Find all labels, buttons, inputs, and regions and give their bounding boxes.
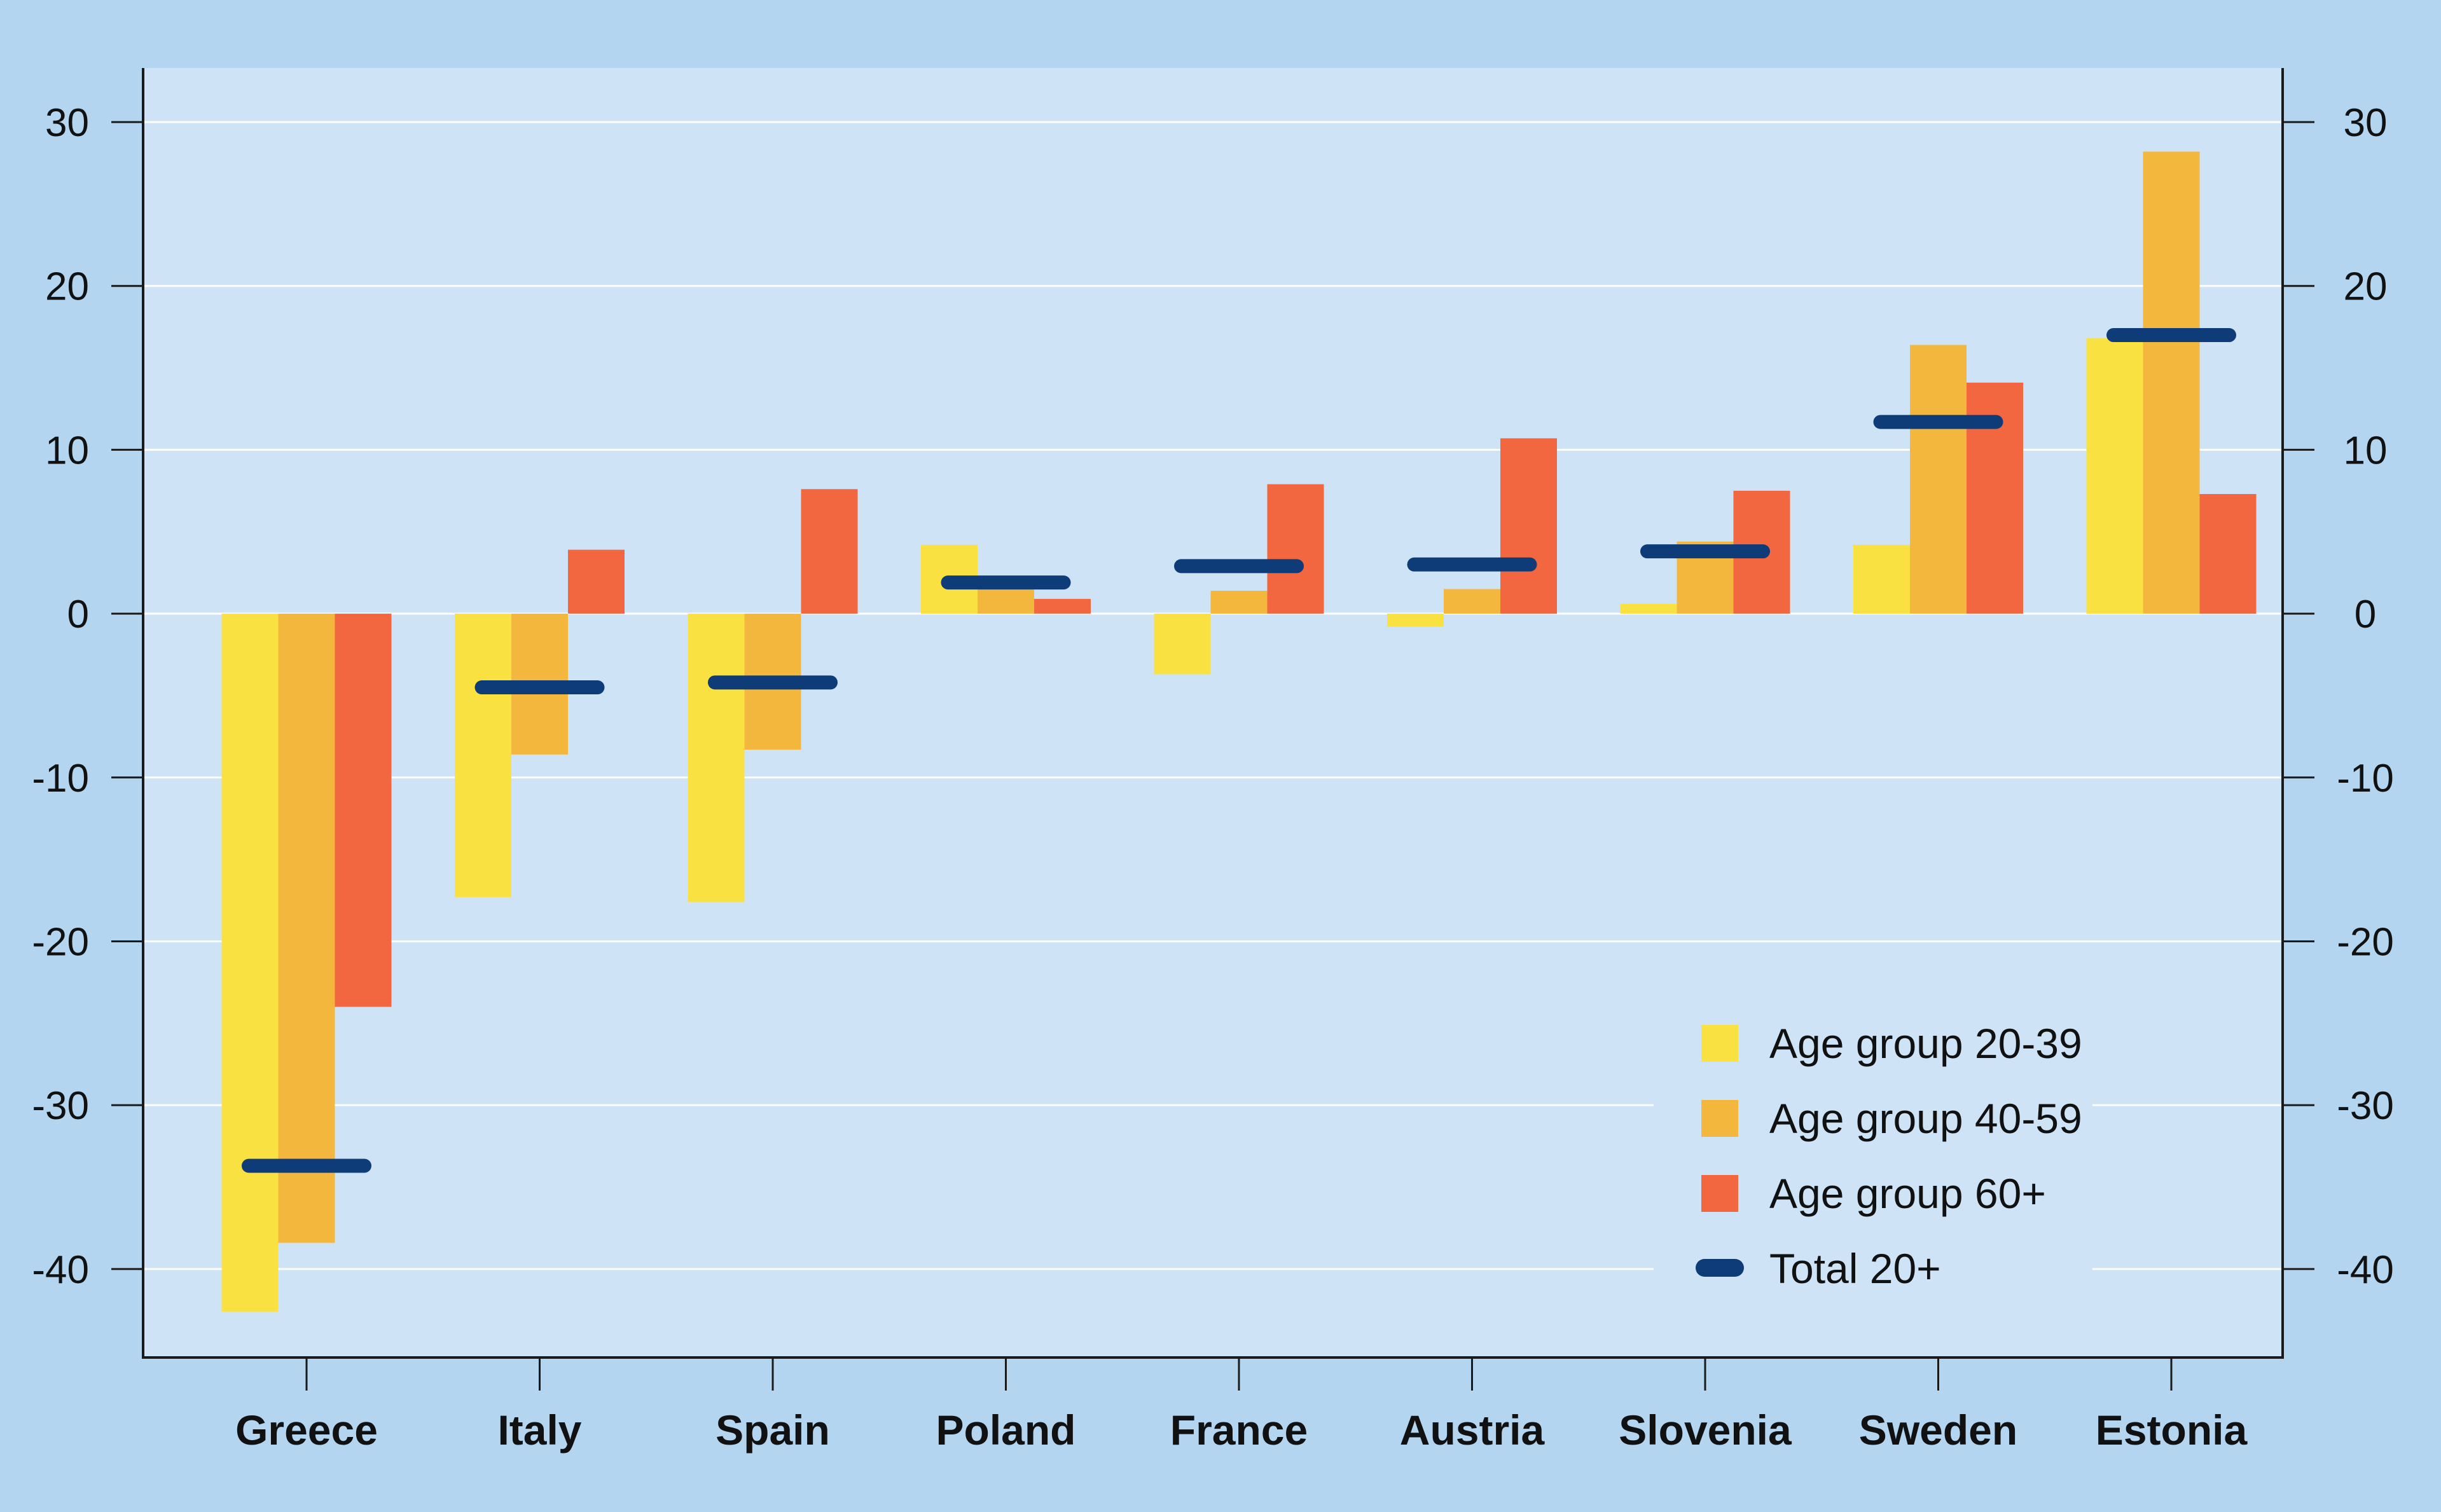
bar-age-group-40-59-estonia <box>2143 151 2200 614</box>
bar-age-group-40-59-poland <box>978 586 1034 614</box>
legend-swatch <box>1701 1175 1738 1212</box>
y-tick-label-right: 20 <box>2344 265 2388 309</box>
y-tick-label-left: 10 <box>45 429 89 472</box>
y-tick-label-right: -10 <box>2337 757 2394 801</box>
bar-age-group-60--italy <box>568 549 625 614</box>
x-tick-label-austria: Austria <box>1400 1406 1546 1454</box>
legend-label: Age group 20-39 <box>1769 1020 2082 1067</box>
bar-age-group-20-39-estonia <box>2086 338 2143 614</box>
bar-age-group-20-39-france <box>1154 614 1211 675</box>
y-tick-label-right: 30 <box>2344 101 2388 145</box>
legend: Age group 20-39 Age group 40-59 Age group … <box>1654 998 2092 1297</box>
y-tick-label-left: 0 <box>67 593 89 636</box>
legend-label: Total 20+ <box>1769 1245 1941 1292</box>
x-tick-label-estonia: Estonia <box>2096 1406 2248 1454</box>
bar-age-group-40-59-greece <box>278 614 335 1243</box>
bar-age-group-60--greece <box>335 614 392 1007</box>
bar-age-group-20-39-greece <box>221 614 279 1312</box>
y-tick-label-right: -20 <box>2337 920 2394 964</box>
y-tick-label-left: -40 <box>32 1248 89 1292</box>
bar-age-group-60--spain <box>801 489 858 614</box>
bar-age-group-20-39-sweden <box>1853 544 1910 614</box>
legend-label: Age group 60+ <box>1769 1170 2046 1217</box>
bar-age-group-40-59-austria <box>1444 589 1500 614</box>
y-tick-label-right: 10 <box>2344 429 2388 472</box>
x-tick-label-poland: Poland <box>936 1406 1075 1454</box>
y-axis-left: 30 20 10 0 -10 -20 -30 -40 <box>32 101 143 1292</box>
y-axis-right: 30 20 10 0 -10 -20 -30 -40 <box>2283 101 2394 1292</box>
x-tick-label-france: France <box>1170 1406 1308 1454</box>
bar-age-group-20-39-spain <box>688 614 745 902</box>
y-tick-label-left: 20 <box>45 265 89 309</box>
y-tick-label-right: 0 <box>2355 593 2376 636</box>
y-tick-label-left: -30 <box>32 1084 89 1128</box>
bar-age-group-20-39-slovenia <box>1620 603 1677 614</box>
y-tick-label-left: 30 <box>45 101 89 145</box>
axes <box>142 68 2284 1359</box>
y-tick-label-right: -30 <box>2337 1084 2394 1128</box>
bar-age-group-60--france <box>1267 484 1324 614</box>
x-axis: Greece Italy Spain Poland France Austria Slove… <box>235 1357 2248 1454</box>
y-tick-label-left: -20 <box>32 920 89 964</box>
x-tick-label-greece: Greece <box>235 1406 378 1454</box>
legend-label: Age group 40-59 <box>1769 1095 2082 1142</box>
bar-age-group-20-39-italy <box>455 614 511 897</box>
legend-swatch <box>1701 1025 1738 1062</box>
legend-swatch <box>1701 1100 1738 1137</box>
bars <box>221 151 2257 1312</box>
total-markers <box>242 328 2236 1173</box>
x-tick-label-slovenia: Slovenia <box>1619 1406 1792 1454</box>
bar-age-group-40-59-france <box>1210 591 1268 614</box>
x-tick-label-spain: Spain <box>716 1406 830 1454</box>
bar-age-group-40-59-sweden <box>1910 345 1967 614</box>
y-tick-label-left: -10 <box>32 757 89 801</box>
bar-age-group-60--poland <box>1034 598 1091 614</box>
y-tick-label-right: -40 <box>2337 1248 2394 1292</box>
bar-age-group-60--estonia <box>2199 493 2257 614</box>
bar-age-group-20-39-austria <box>1387 614 1444 627</box>
x-tick-label-sweden: Sweden <box>1859 1406 2017 1454</box>
bar-age-group-60--austria <box>1500 438 1557 614</box>
x-tick-label-italy: Italy <box>497 1406 581 1454</box>
